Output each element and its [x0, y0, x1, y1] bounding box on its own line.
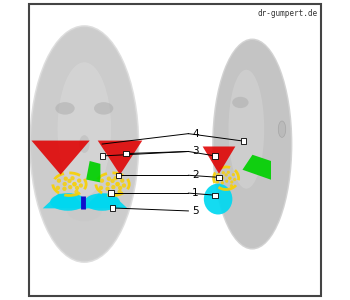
Text: 3: 3 [192, 146, 198, 157]
Polygon shape [98, 141, 142, 175]
Circle shape [225, 180, 228, 183]
Circle shape [227, 171, 230, 174]
Ellipse shape [212, 38, 292, 250]
Bar [212, 153, 218, 159]
Ellipse shape [66, 198, 102, 221]
Circle shape [107, 176, 111, 181]
Circle shape [221, 181, 224, 184]
Bar [241, 138, 246, 144]
Circle shape [57, 178, 61, 183]
Circle shape [70, 176, 75, 180]
Circle shape [67, 179, 72, 183]
Circle shape [120, 178, 125, 183]
Circle shape [110, 179, 115, 183]
Text: dr-gumpert.de: dr-gumpert.de [258, 9, 318, 18]
Bar [99, 153, 105, 159]
Circle shape [68, 185, 72, 189]
Circle shape [111, 185, 116, 189]
Circle shape [105, 187, 110, 191]
Circle shape [222, 171, 225, 174]
Text: 1: 1 [192, 188, 198, 198]
Circle shape [221, 176, 224, 180]
Ellipse shape [94, 102, 113, 115]
Bar [108, 190, 114, 196]
Circle shape [230, 184, 233, 188]
Ellipse shape [55, 102, 75, 115]
Ellipse shape [84, 193, 120, 211]
Circle shape [118, 190, 122, 194]
Circle shape [74, 190, 79, 194]
Circle shape [230, 180, 233, 184]
Circle shape [113, 176, 118, 180]
Bar [212, 193, 218, 198]
Polygon shape [43, 194, 87, 208]
Circle shape [106, 182, 110, 186]
Polygon shape [32, 141, 90, 175]
Circle shape [118, 186, 122, 190]
Ellipse shape [204, 184, 232, 214]
Text: 5: 5 [192, 206, 198, 216]
Circle shape [217, 173, 220, 176]
Polygon shape [203, 146, 235, 174]
Circle shape [232, 173, 235, 176]
Text: 4: 4 [192, 129, 198, 139]
Circle shape [115, 182, 120, 187]
Ellipse shape [50, 193, 86, 211]
Circle shape [56, 186, 60, 190]
Circle shape [64, 176, 68, 181]
Ellipse shape [214, 40, 291, 248]
Bar [116, 172, 121, 178]
Circle shape [224, 173, 228, 177]
Ellipse shape [229, 70, 264, 189]
Ellipse shape [31, 27, 138, 262]
Circle shape [228, 176, 232, 180]
Bar [123, 151, 129, 156]
Polygon shape [243, 155, 271, 180]
Circle shape [62, 187, 66, 191]
Circle shape [63, 182, 67, 186]
Ellipse shape [29, 25, 139, 263]
Ellipse shape [32, 28, 136, 260]
Circle shape [99, 186, 103, 190]
Circle shape [72, 182, 77, 187]
Polygon shape [83, 194, 127, 208]
Circle shape [122, 183, 126, 188]
Text: 2: 2 [192, 170, 198, 180]
Circle shape [100, 178, 104, 183]
Bar [216, 175, 222, 180]
Ellipse shape [278, 121, 286, 137]
Circle shape [77, 178, 81, 183]
Circle shape [79, 183, 83, 188]
Ellipse shape [79, 135, 90, 153]
Ellipse shape [58, 62, 111, 196]
Ellipse shape [232, 97, 248, 108]
Circle shape [216, 180, 219, 184]
Polygon shape [86, 161, 100, 182]
Bar [110, 205, 115, 211]
Circle shape [75, 186, 79, 190]
Circle shape [233, 178, 236, 181]
